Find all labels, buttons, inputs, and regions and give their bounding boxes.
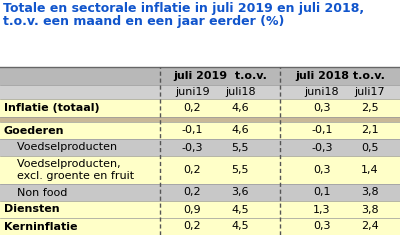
- Text: -0,3: -0,3: [182, 142, 203, 153]
- Text: Voedselproducten: Voedselproducten: [10, 142, 117, 153]
- Text: juni19: juni19: [175, 87, 210, 97]
- Text: -0,3: -0,3: [311, 142, 333, 153]
- Bar: [0, 184, 400, 201]
- Text: 2,4: 2,4: [361, 222, 379, 231]
- Text: 1,3: 1,3: [313, 204, 331, 215]
- Text: Kerninflatie: Kerninflatie: [4, 222, 78, 231]
- Text: Non food: Non food: [10, 188, 67, 197]
- Bar: [0, 117, 400, 122]
- Text: 4,6: 4,6: [232, 125, 249, 136]
- Text: 0,9: 0,9: [184, 204, 201, 215]
- Text: 3,8: 3,8: [361, 188, 379, 197]
- Text: 0,1: 0,1: [313, 188, 331, 197]
- Text: 2,5: 2,5: [361, 103, 379, 113]
- Text: 4,5: 4,5: [232, 222, 249, 231]
- Text: Totale en sectorale inflatie in juli 2019 en juli 2018,: Totale en sectorale inflatie in juli 201…: [3, 2, 364, 15]
- Text: juli 2018 t.o.v.: juli 2018 t.o.v.: [295, 71, 385, 81]
- Text: 5,5: 5,5: [232, 165, 249, 175]
- Text: juli 2019  t.o.v.: juli 2019 t.o.v.: [173, 71, 267, 81]
- Bar: [0, 139, 400, 156]
- Text: -0,1: -0,1: [311, 125, 333, 136]
- Text: 0,3: 0,3: [313, 103, 331, 113]
- Bar: [0, 99, 400, 117]
- Bar: [0, 218, 400, 235]
- Text: juli18: juli18: [225, 87, 256, 97]
- Text: -0,1: -0,1: [182, 125, 203, 136]
- Text: 0,3: 0,3: [313, 222, 331, 231]
- Text: juli17: juli17: [355, 87, 385, 97]
- Text: 0,2: 0,2: [184, 188, 201, 197]
- Text: 4,6: 4,6: [232, 103, 249, 113]
- Text: Inflatie (totaal): Inflatie (totaal): [4, 103, 100, 113]
- Text: 4,5: 4,5: [232, 204, 249, 215]
- Text: 0,2: 0,2: [184, 165, 201, 175]
- Bar: [0, 156, 400, 184]
- Text: 0,3: 0,3: [313, 165, 331, 175]
- Text: juni18: juni18: [305, 87, 339, 97]
- Text: 0,5: 0,5: [361, 142, 379, 153]
- Text: 2,1: 2,1: [361, 125, 379, 136]
- Bar: [0, 67, 400, 85]
- Text: 0,2: 0,2: [184, 222, 201, 231]
- Text: 5,5: 5,5: [232, 142, 249, 153]
- Text: Voedselproducten,
  excl. groente en fruit: Voedselproducten, excl. groente en fruit: [10, 159, 134, 181]
- Text: 3,6: 3,6: [232, 188, 249, 197]
- Bar: [0, 201, 400, 218]
- Text: 0,2: 0,2: [184, 103, 201, 113]
- Bar: [0, 122, 400, 139]
- Text: 3,8: 3,8: [361, 204, 379, 215]
- Text: Diensten: Diensten: [4, 204, 60, 215]
- Text: t.o.v. een maand en een jaar eerder (%): t.o.v. een maand en een jaar eerder (%): [3, 15, 284, 28]
- Bar: [0, 85, 400, 99]
- Text: Goederen: Goederen: [4, 125, 64, 136]
- Text: 1,4: 1,4: [361, 165, 379, 175]
